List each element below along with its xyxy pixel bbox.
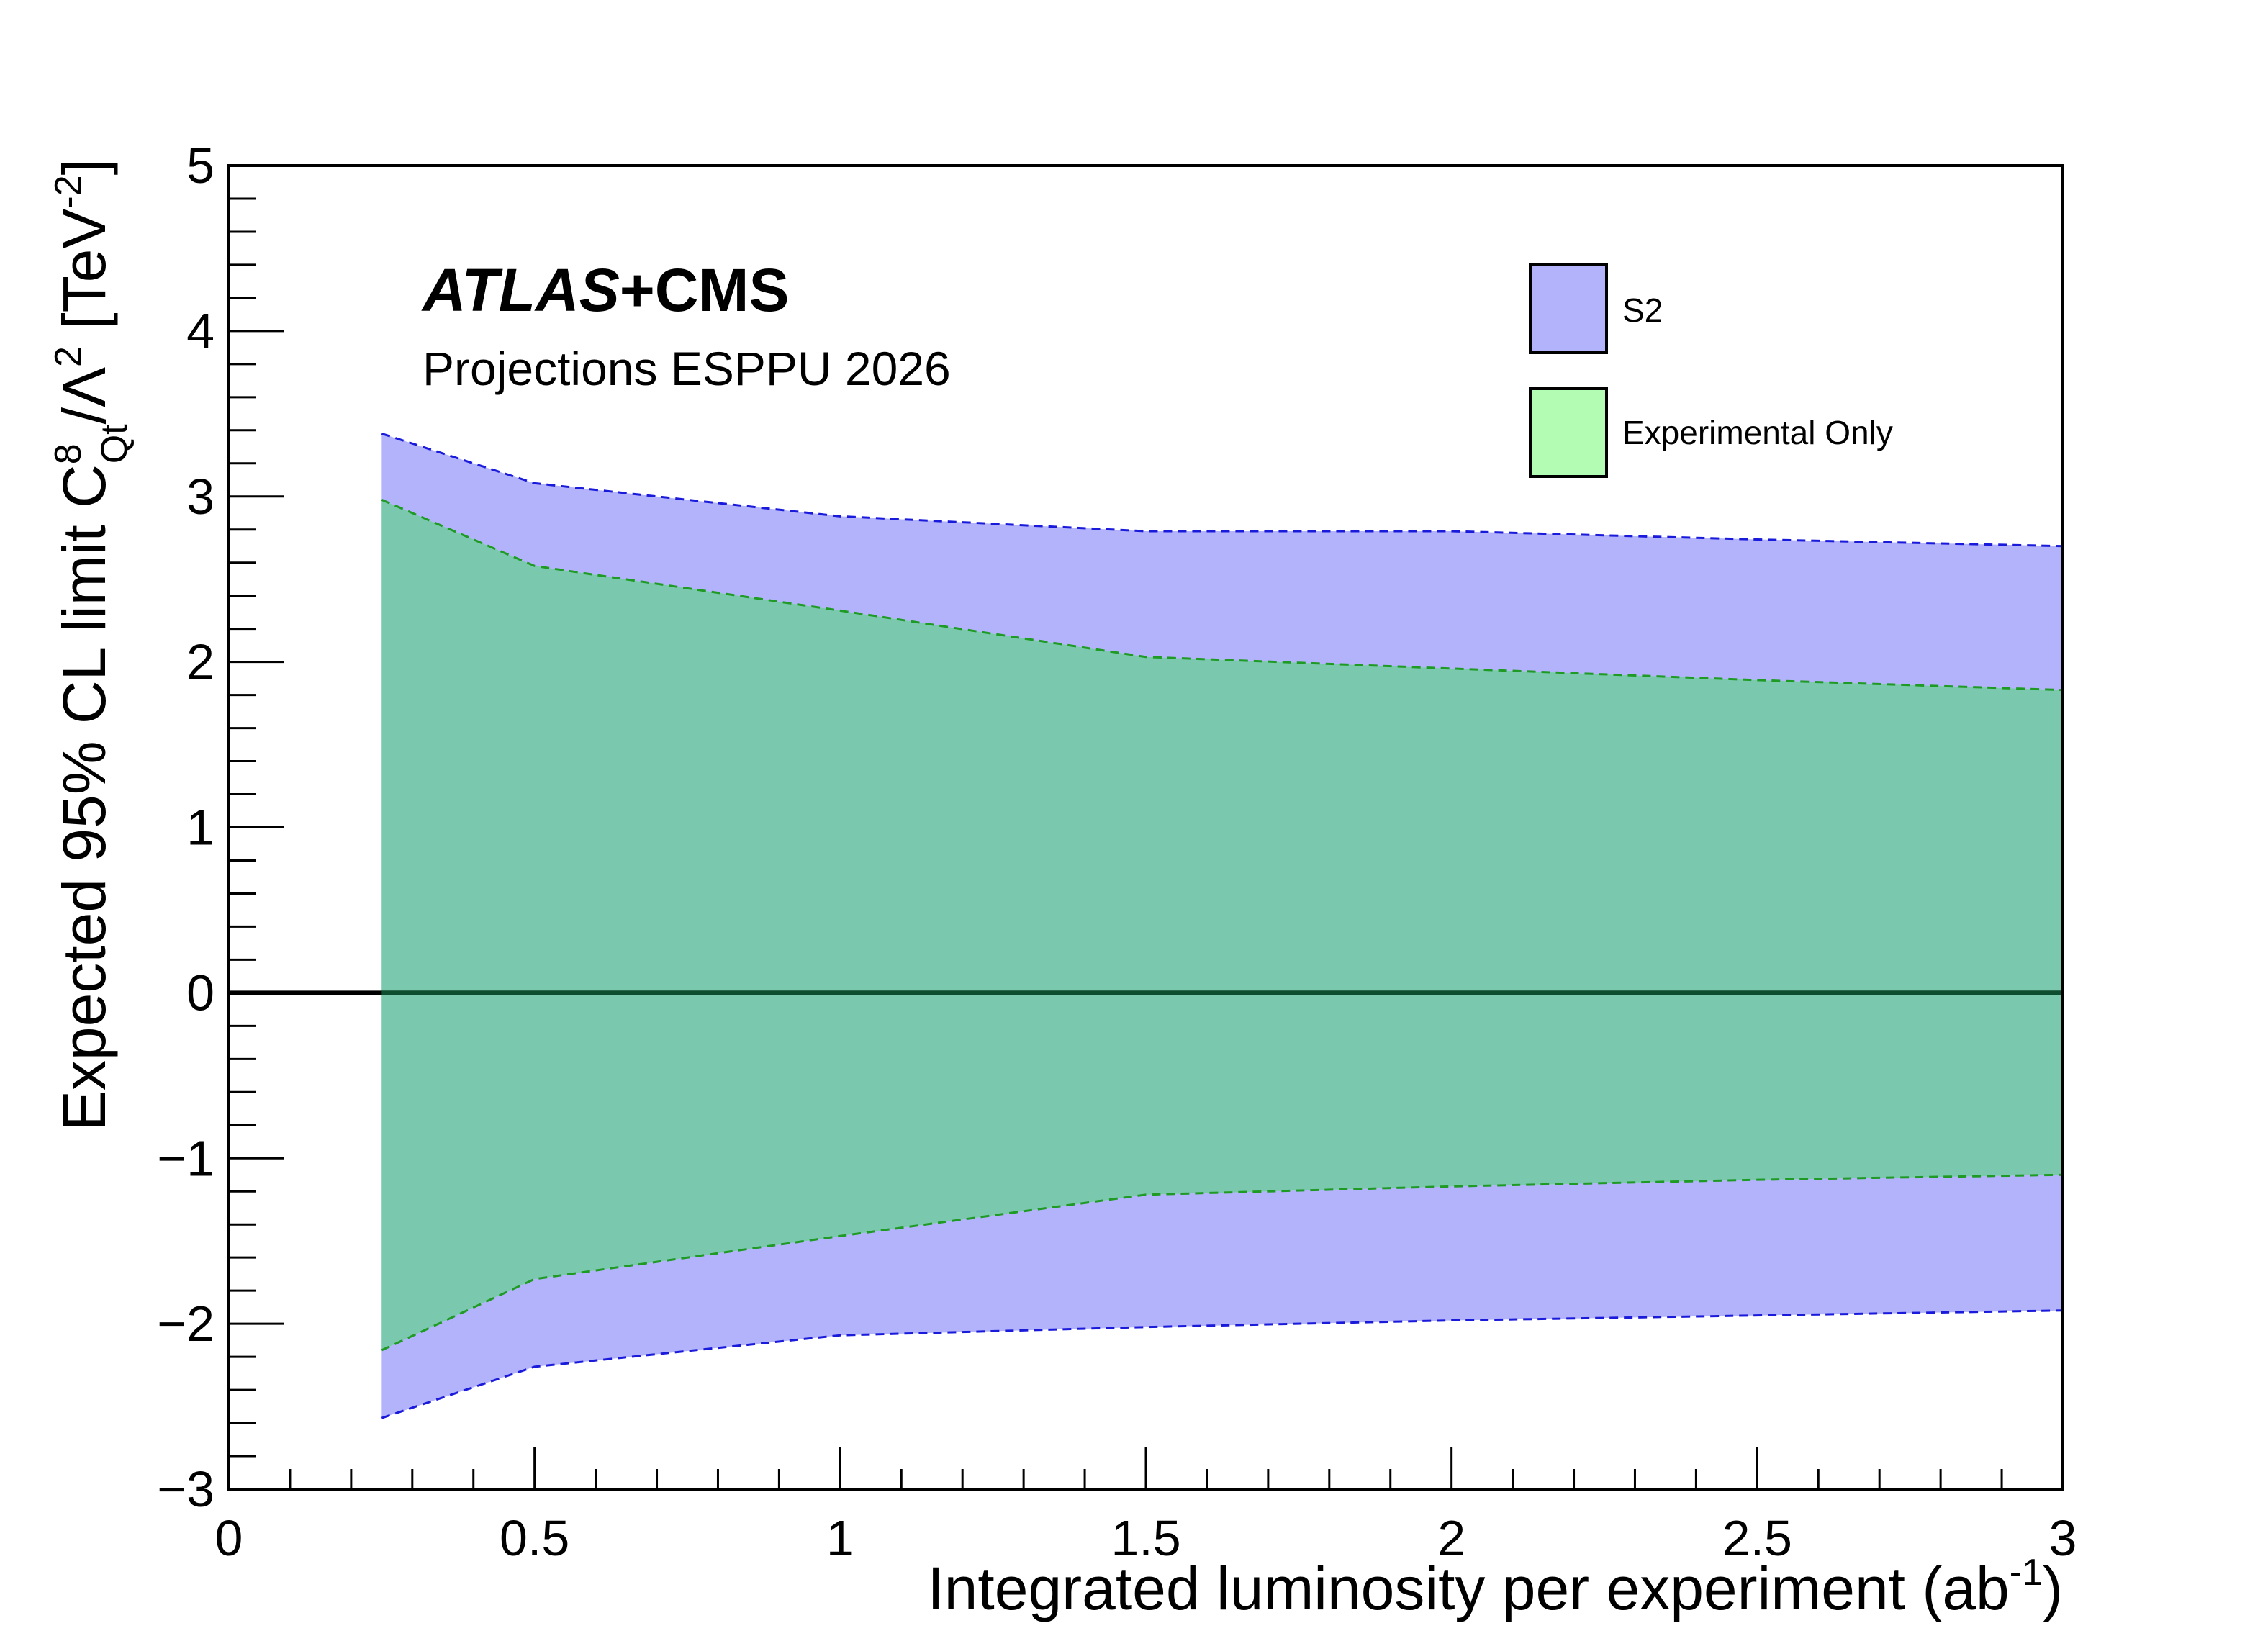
chart-subtitle: Projections ESPPU 2026 xyxy=(423,342,951,395)
x-axis-title: Integrated luminosity per experiment (ab… xyxy=(927,1552,2063,1622)
band-overlap xyxy=(381,500,2064,1350)
x-tick-label: 0.5 xyxy=(500,1510,569,1566)
band-boundary-lines xyxy=(381,432,2064,1419)
x-tick-label: 2 xyxy=(1437,1510,1465,1566)
y-tick-label: 5 xyxy=(186,137,214,194)
legend-label-s2: S2 xyxy=(1622,292,1663,329)
y-tick-label: 4 xyxy=(186,303,214,359)
y-tick-label: 1 xyxy=(186,800,214,856)
y-tick-label: 2 xyxy=(186,634,214,690)
s2-upper-boundary xyxy=(381,432,2064,548)
experimental-only-lower-boundary xyxy=(381,1173,2064,1352)
x-tick-label: 3 xyxy=(2049,1510,2077,1566)
x-tick-label: 1.5 xyxy=(1111,1510,1180,1566)
x-tick-label: 2.5 xyxy=(1722,1510,1792,1566)
y-tick-label: 3 xyxy=(186,469,214,525)
s2-lower-boundary xyxy=(381,1309,2064,1419)
y-axis-ticks xyxy=(229,164,284,1491)
y-tick-label: −1 xyxy=(157,1130,214,1186)
y-tick-label: −3 xyxy=(157,1461,214,1517)
experimental-only-upper-boundary xyxy=(381,498,2064,692)
x-tick-label: 0 xyxy=(215,1510,243,1566)
band-layer xyxy=(381,433,2064,1419)
legend-swatch-s2 xyxy=(1529,263,1608,354)
x-axis-ticks xyxy=(227,1447,2064,1489)
y-axis-tick-labels: −3 −2 −1 0 1 2 3 4 5 xyxy=(157,137,214,1517)
y-axis-title: Expected 95% CL limit C8 Qt/Λ2 [TeV-2] xyxy=(48,158,135,1131)
experiment-label: ATLAS+CMS xyxy=(421,256,789,324)
x-tick-label: 1 xyxy=(826,1510,854,1566)
y-tick-label: 0 xyxy=(186,964,214,1021)
legend: S2 Experimental Only xyxy=(1529,263,1893,478)
legend-label-experimental-only: Experimental Only xyxy=(1622,414,1893,451)
legend-swatch-experimental-only xyxy=(1529,387,1608,478)
x-axis-tick-labels: 0 0.5 1 1.5 2 2.5 3 xyxy=(215,1510,2077,1566)
y-tick-label: −2 xyxy=(157,1296,214,1352)
